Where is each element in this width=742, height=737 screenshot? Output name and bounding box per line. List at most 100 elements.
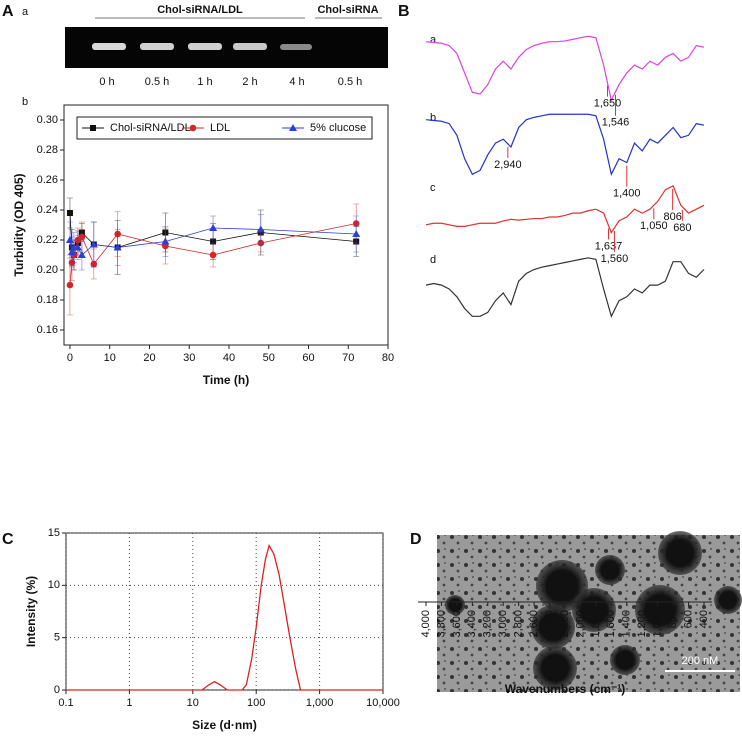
annotation-label: 1,546: [602, 117, 630, 129]
annotation-label: 1,637: [595, 240, 623, 252]
marker: [73, 243, 82, 251]
x-tick-label: 400: [698, 610, 710, 628]
y-tick-label: 0.16: [37, 324, 58, 336]
x-tick-label: 0: [67, 352, 73, 364]
trace-label: b: [430, 112, 436, 124]
x-tick-label: 40: [223, 352, 235, 364]
trace-label: c: [430, 182, 436, 194]
y-tick-label: 0.24: [37, 204, 58, 216]
panel-label: D: [410, 531, 422, 548]
legend-label: Chol-siRNA/LDL: [110, 122, 191, 134]
x-axis-label: Size (d·nm): [192, 718, 257, 732]
marker: [352, 230, 361, 237]
x-tick-label: 30: [183, 352, 195, 364]
group-label: Chol-siRNA/LDL: [157, 4, 243, 16]
x-tick-label: 3,800: [435, 610, 447, 638]
lane-label: 1 h: [197, 76, 212, 88]
y-tick-label: 0.22: [37, 234, 58, 246]
lane-label: 2 h: [242, 76, 257, 88]
panel-label: b: [22, 96, 28, 108]
marker: [209, 224, 218, 231]
annotation-label: 680: [673, 222, 691, 234]
x-tick-label: 800: [667, 610, 679, 628]
y-tick-label: 5: [54, 632, 60, 644]
x-tick-label: 1,400: [621, 610, 633, 638]
annotation-label: 1,400: [613, 188, 641, 200]
x-tick-label: 1,000: [652, 610, 664, 638]
series-line: [425, 35, 705, 102]
x-axis-label: Time (h): [203, 373, 249, 387]
lane-label: 0.5 h: [145, 76, 169, 88]
group-label: Chol-siRNA: [317, 4, 378, 16]
marker: [210, 238, 217, 245]
legend-label: 5% clucose: [310, 122, 366, 134]
marker: [209, 251, 217, 259]
y-tick-label: 0.20: [37, 264, 58, 276]
x-tick-label: 2,600: [528, 610, 540, 638]
series-line: [425, 184, 705, 234]
marker: [256, 225, 265, 233]
x-tick-label: 2,400: [543, 610, 555, 638]
marker: [89, 240, 98, 248]
trace-label: d: [430, 254, 436, 266]
series-line: [425, 113, 705, 177]
y-tick-label: 0: [54, 684, 60, 696]
x-tick-label: 2,200: [559, 610, 571, 638]
marker: [78, 233, 86, 241]
x-tick-label: 70: [342, 352, 354, 364]
plot-frame: [63, 104, 389, 346]
y-tick-label: 10: [48, 579, 60, 591]
y-axis-label: Turbidity (OD 405): [12, 173, 26, 276]
x-tick-label: 20: [143, 352, 155, 364]
y-tick-label: 15: [48, 527, 60, 539]
lane-label: 4 h: [289, 76, 304, 88]
x-tick-label: 60: [302, 352, 314, 364]
marker: [66, 210, 73, 216]
marker: [66, 281, 74, 289]
panel-label: A: [2, 3, 14, 20]
y-axis-label: Intensity (%): [24, 576, 38, 647]
panel-label: a: [22, 6, 29, 18]
x-tick-label: 0.1: [58, 697, 73, 709]
x-tick-label: 3,600: [451, 610, 463, 638]
x-tick-label: 3,200: [482, 610, 494, 638]
plot-frame: [65, 532, 384, 691]
x-tick-label: 10: [187, 697, 199, 709]
annotation-label: 806: [663, 211, 681, 223]
annotation-label: 1,050: [640, 220, 668, 232]
legend-marker: [289, 124, 297, 131]
x-tick-label: 600: [682, 610, 694, 628]
legend-box: [76, 116, 373, 140]
x-tick-label: 80: [382, 352, 394, 364]
x-tick-label: 1: [126, 697, 132, 709]
x-tick-label: 1,800: [590, 610, 602, 638]
x-tick-label: 1,600: [605, 610, 617, 638]
x-axis-label: Wavenumbers (cm⁻¹): [505, 682, 626, 696]
lane-label: 0.5 h: [338, 76, 362, 88]
legend-marker: [90, 125, 96, 131]
trace-label: a: [430, 34, 437, 46]
x-tick-label: 1,000: [306, 697, 334, 709]
x-tick-label: 3,000: [497, 610, 509, 638]
annotation-label: 1,560: [601, 253, 629, 265]
marker: [113, 243, 122, 251]
panel-label: C: [2, 531, 14, 548]
series-line: [66, 543, 383, 691]
gel-bands: [92, 43, 312, 50]
x-tick-label: 2,800: [513, 610, 525, 638]
annotation-label: 2,940: [494, 159, 522, 171]
y-tick-label: 0.18: [37, 294, 58, 306]
tem-image: [437, 531, 742, 692]
y-tick-label: 0.26: [37, 174, 58, 186]
x-tick-label: 1,200: [636, 610, 648, 638]
legend-label: LDL: [210, 122, 230, 134]
annotation-label: 1,650: [594, 98, 622, 110]
x-tick-label: 100: [247, 697, 265, 709]
panel-label: B: [398, 3, 410, 20]
lane-label: 0 h: [99, 76, 114, 88]
scale-label: 200 nM: [682, 655, 719, 667]
legend-marker: [189, 124, 197, 132]
x-tick-label: 10,000: [366, 697, 400, 709]
marker: [77, 251, 86, 258]
